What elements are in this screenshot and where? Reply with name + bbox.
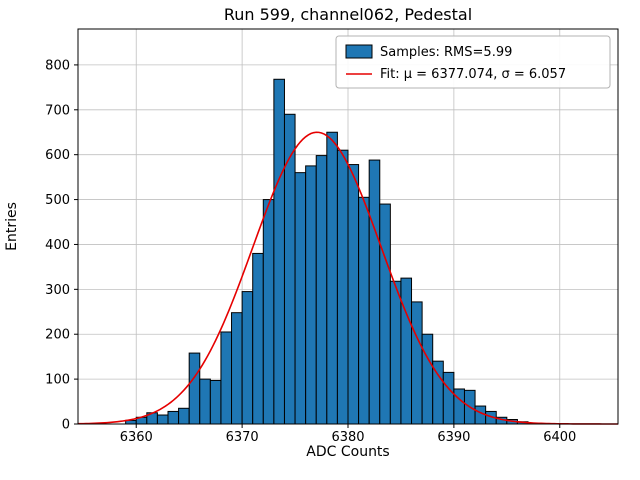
histogram-bar bbox=[188, 352, 201, 425]
histogram-bar bbox=[411, 301, 423, 425]
histogram-bar bbox=[220, 331, 233, 425]
histogram-bar bbox=[442, 371, 455, 425]
histogram-bar bbox=[199, 378, 211, 425]
y-tick-label: 200 bbox=[45, 328, 70, 343]
histogram-bar bbox=[283, 113, 296, 425]
y-tick-label: 100 bbox=[45, 373, 70, 388]
histogram-bar bbox=[252, 252, 264, 425]
legend-samples-label: Samples: RMS=5.99 bbox=[380, 45, 512, 60]
y-tick-label: 500 bbox=[45, 193, 70, 208]
histogram-bar bbox=[326, 131, 338, 425]
chart-title: Run 599, channel062, Pedestal bbox=[224, 5, 472, 24]
histogram-bar bbox=[156, 414, 169, 425]
y-axis-label: Entries bbox=[4, 202, 20, 251]
x-tick-label: 6360 bbox=[120, 430, 153, 445]
y-tick-label: 700 bbox=[45, 103, 70, 118]
histogram-bar bbox=[178, 407, 190, 425]
histogram-bar bbox=[379, 203, 391, 425]
fit-curve bbox=[77, 131, 619, 425]
x-axis-label: ADC Counts bbox=[306, 444, 389, 460]
histogram-bar bbox=[336, 149, 349, 425]
x-tick-label: 6380 bbox=[331, 430, 364, 445]
histogram-bar bbox=[358, 196, 370, 425]
histogram-bar bbox=[273, 78, 285, 425]
histogram-bar bbox=[209, 379, 222, 425]
histogram-bar bbox=[315, 155, 328, 425]
legend-fit-label: Fit: μ = 6377.074, σ = 6.057 bbox=[380, 67, 566, 82]
legend-samples-swatch bbox=[345, 44, 373, 59]
y-tick-label: 800 bbox=[45, 58, 70, 73]
histogram-bar bbox=[421, 333, 434, 425]
y-tick-label: 0 bbox=[62, 418, 70, 433]
histogram-bar bbox=[294, 172, 307, 425]
x-tick-label: 6400 bbox=[543, 430, 576, 445]
histogram-bar bbox=[167, 410, 180, 425]
x-tick-label: 6370 bbox=[226, 430, 259, 445]
y-tick-label: 400 bbox=[45, 238, 70, 253]
histogram-bar bbox=[241, 291, 254, 425]
x-tick-label: 6390 bbox=[437, 430, 470, 445]
histogram-bar bbox=[262, 199, 275, 425]
histogram-bar bbox=[347, 164, 360, 425]
legend-box bbox=[335, 35, 611, 89]
y-tick-label: 600 bbox=[45, 148, 70, 163]
histogram-bar bbox=[400, 277, 413, 425]
histogram-bar bbox=[305, 165, 317, 425]
histogram-bar bbox=[231, 312, 243, 425]
legend: Samples: RMS=5.99 Fit: μ = 6377.074, σ = … bbox=[335, 35, 611, 89]
histogram-bar bbox=[368, 159, 381, 425]
histogram-bar bbox=[389, 280, 402, 425]
y-tick-label: 300 bbox=[45, 283, 70, 298]
histogram-bar bbox=[453, 388, 465, 425]
